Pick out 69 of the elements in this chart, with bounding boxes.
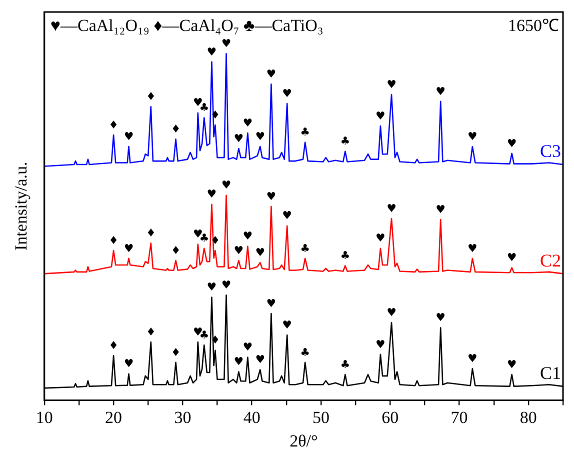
series-label: C1	[540, 363, 561, 384]
annotation: ♣	[300, 346, 310, 359]
annotation: ♥	[124, 357, 134, 370]
x-tick-label: 40	[243, 408, 260, 427]
annotation: ♥	[124, 242, 134, 255]
annotation: ♥	[206, 188, 217, 201]
annotation: ♦	[108, 118, 118, 132]
annotation: ♥	[221, 36, 232, 50]
annotation: ♦	[170, 122, 181, 136]
x-tick-label: 30	[174, 408, 192, 427]
x-tick-label: 80	[520, 408, 537, 427]
text: ♥—CaAl₁₂O₁₉ ♦—CaAl₄O₇ ♣—CaTiO₃	[50, 16, 324, 35]
annotation: ♥	[506, 358, 517, 371]
annotation: ♥	[221, 178, 232, 192]
y-axis-title: Intensity/a.u.	[12, 162, 31, 250]
annotation: ♥	[234, 355, 244, 368]
annotation: ♥	[234, 244, 244, 257]
series-label: C3	[540, 141, 561, 162]
annotation: ♥	[282, 86, 292, 100]
annotation: ♥	[266, 190, 276, 203]
annotation: ♣	[300, 126, 310, 139]
annotation: ♦	[146, 325, 156, 338]
x-tick-label: 50	[312, 408, 330, 427]
annotation: ♥	[467, 242, 478, 255]
annotation: ♥	[221, 278, 232, 292]
annotation: ♦	[170, 346, 181, 359]
annotation: ♥	[266, 296, 276, 310]
annotation: ♥	[282, 209, 292, 222]
annotation: ♥	[266, 67, 276, 80]
annotation: ♣	[340, 249, 350, 262]
annotation: ♥	[386, 202, 396, 215]
annotation: ♣	[340, 358, 350, 371]
x-axis-title: 2θ/°	[290, 431, 318, 450]
annotation: ♥	[436, 311, 446, 324]
annotation: ♥	[234, 132, 244, 145]
annotation: ♦	[108, 234, 118, 247]
x-tick-label: 20	[105, 408, 122, 427]
annotation: ♥	[506, 251, 517, 264]
annotation: ♥	[242, 340, 253, 354]
annotation: ♥	[242, 230, 253, 243]
x-tick-label: 60	[382, 408, 399, 427]
annotation: ♥	[436, 84, 446, 98]
annotation: ♥	[242, 116, 253, 130]
annotation: ♥	[255, 130, 266, 143]
x-tick-label: 70	[450, 408, 468, 427]
series-label: C2	[540, 250, 561, 270]
annotation: ♥	[467, 130, 478, 143]
x-tick-label: 10	[36, 408, 53, 427]
annotation: ♣	[300, 242, 310, 255]
annotation: ♥	[376, 109, 386, 122]
annotation: ♥	[376, 232, 386, 245]
annotation: ♥	[467, 352, 478, 366]
annotation: ♥	[255, 246, 266, 259]
annotation: ♥	[386, 306, 396, 319]
annotation: ♦	[170, 244, 181, 257]
annotation: ♦	[108, 338, 118, 352]
annotation: ♥	[206, 45, 217, 58]
annotation: ♥	[506, 136, 517, 150]
annotation: ♦	[146, 226, 156, 240]
annotation: ♥	[206, 280, 217, 294]
annotation: ♥	[282, 318, 292, 332]
annotation: ♥	[386, 78, 396, 91]
annotation: ♥	[124, 130, 134, 143]
annotation: ♥	[436, 202, 446, 216]
text: 1650℃	[508, 16, 559, 35]
annotation: ♥	[376, 338, 386, 351]
annotation: ♥	[255, 353, 266, 366]
annotation: ♦	[146, 90, 156, 103]
annotation: ♣	[340, 134, 350, 148]
